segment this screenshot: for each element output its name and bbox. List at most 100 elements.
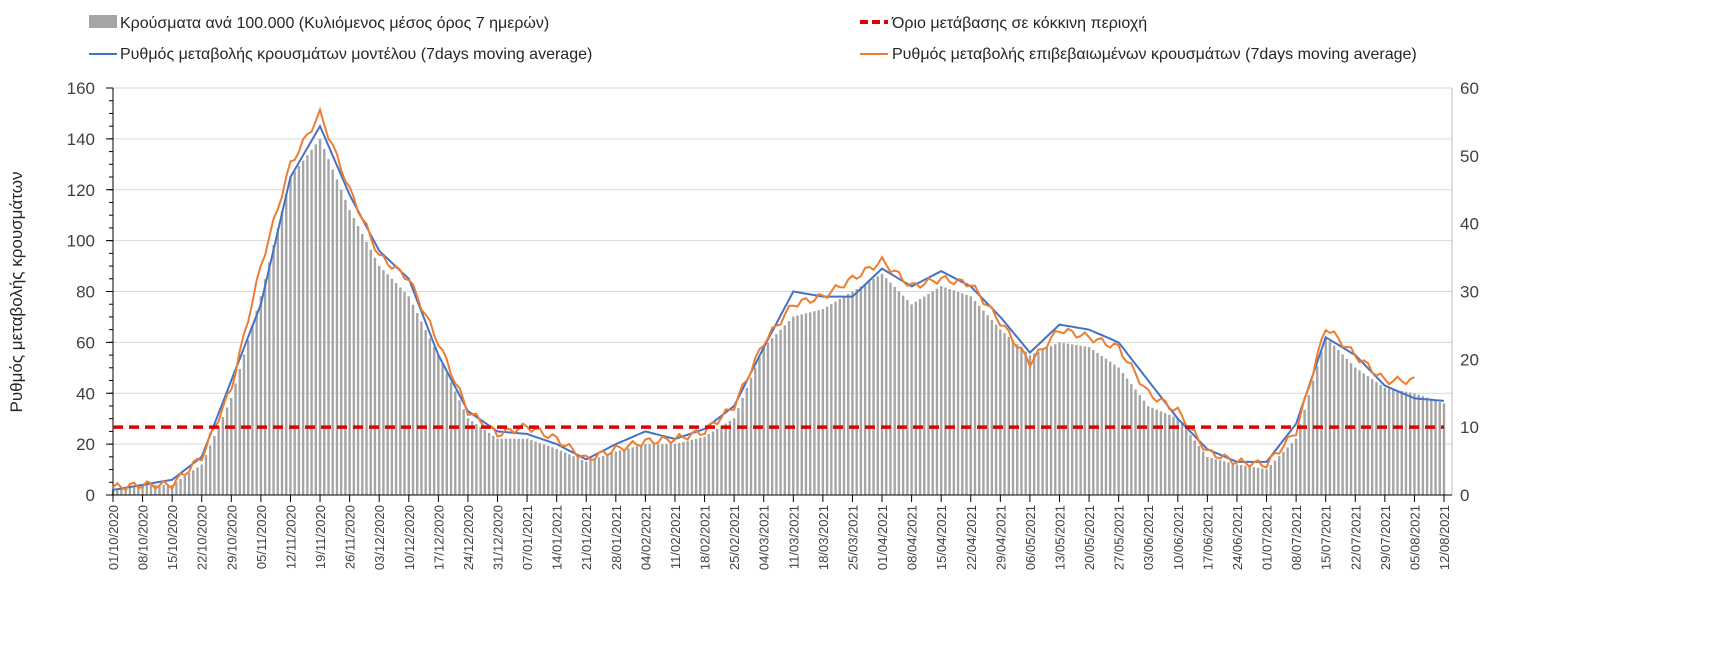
bar	[225, 407, 229, 495]
bar	[711, 431, 715, 495]
bar	[593, 458, 596, 495]
bar	[838, 299, 841, 495]
bar	[179, 479, 182, 495]
axes: 0 20 40 60 80 100 120 140 160 0 10 20 30 40 50 60 01/10/…	[67, 79, 1479, 570]
bar	[1176, 418, 1179, 495]
bar	[682, 441, 685, 495]
bar	[1332, 345, 1336, 495]
bar	[361, 233, 364, 495]
bar	[601, 455, 605, 495]
bar	[458, 400, 461, 495]
x-tick-label: 01/04/2021	[875, 505, 890, 570]
bar	[825, 306, 829, 495]
bar	[1396, 390, 1399, 495]
x-tick-label: 08/04/2021	[905, 505, 920, 570]
bar	[416, 313, 419, 495]
bar	[407, 296, 410, 495]
bar	[1290, 443, 1294, 495]
bar	[538, 443, 541, 495]
bar	[978, 305, 981, 495]
bar	[665, 444, 668, 495]
y-tick-label-left: 40	[76, 384, 95, 403]
y-tick-label-right: 20	[1460, 350, 1479, 369]
bar	[369, 249, 372, 495]
bar	[1134, 389, 1137, 495]
bar	[699, 437, 702, 495]
y-tick-label-right: 30	[1460, 283, 1479, 302]
bar	[339, 189, 343, 495]
bar	[800, 314, 803, 495]
bar	[1193, 440, 1196, 495]
bar	[754, 367, 757, 495]
bar	[1227, 462, 1230, 495]
bar	[525, 438, 529, 495]
bar	[1430, 399, 1433, 495]
bar	[217, 426, 220, 495]
bar	[1379, 384, 1382, 495]
x-tick-label: 10/06/2021	[1171, 505, 1186, 570]
bar	[1058, 342, 1061, 495]
bar	[1066, 343, 1070, 495]
bar	[141, 484, 144, 495]
bar	[1130, 384, 1133, 495]
bar	[1324, 336, 1327, 495]
bar	[1121, 372, 1125, 495]
bar	[568, 454, 571, 495]
bar	[1294, 438, 1298, 495]
y-tick-label-left: 80	[76, 283, 95, 302]
bar	[221, 416, 225, 495]
legend: Κρούσματα ανά 100.000 (Κυλιόμενος μέσος …	[89, 15, 1417, 63]
x-tick-label: 25/02/2021	[727, 505, 742, 570]
bar	[1349, 363, 1353, 495]
x-tick-label: 25/03/2021	[845, 505, 860, 570]
bar	[1032, 353, 1036, 495]
bar	[1117, 367, 1120, 495]
bar	[1392, 389, 1395, 495]
y-tick-label-left: 160	[67, 79, 95, 98]
x-tick-label: 24/12/2020	[461, 505, 476, 570]
bar	[906, 300, 909, 495]
y-tick-label-left: 100	[67, 232, 95, 251]
bar	[855, 288, 858, 495]
y-tick-label-left: 60	[76, 333, 95, 352]
legend-model: Ρυθμός μεταβολής κρουσμάτων μοντέλου (7d…	[120, 46, 592, 63]
x-tick-label: 18/02/2021	[698, 505, 713, 570]
bar	[399, 287, 402, 495]
bar	[1075, 345, 1078, 495]
bar	[939, 286, 943, 495]
bar	[356, 225, 360, 496]
bar	[1049, 346, 1053, 495]
bar	[627, 448, 630, 495]
bar	[454, 391, 457, 495]
bar	[1024, 351, 1027, 495]
x-tick-label: 29/10/2020	[224, 505, 239, 570]
bar	[504, 438, 508, 495]
bar	[927, 293, 930, 495]
bar	[1408, 392, 1412, 495]
bar	[973, 300, 977, 495]
bar	[301, 160, 305, 495]
bar	[1235, 464, 1239, 495]
bar	[762, 347, 765, 495]
x-tick-label: 03/12/2020	[372, 505, 387, 570]
y-tick-label-right: 40	[1460, 215, 1479, 234]
y-tick-label-left: 120	[67, 181, 95, 200]
bar	[242, 354, 246, 495]
bar	[580, 459, 584, 495]
bar	[585, 461, 588, 495]
bar	[745, 387, 749, 495]
bar	[344, 199, 347, 496]
bar	[589, 460, 592, 495]
bar	[737, 408, 740, 495]
bar	[889, 282, 892, 495]
bar	[720, 426, 723, 495]
bar	[956, 291, 960, 495]
x-tick-label: 22/07/2021	[1348, 505, 1363, 570]
bar	[576, 458, 579, 495]
bar	[813, 311, 816, 495]
bar	[1151, 407, 1154, 495]
x-tick-label: 04/02/2021	[638, 505, 653, 570]
bar	[1138, 395, 1141, 495]
bar	[880, 273, 884, 495]
x-tick-label: 24/06/2021	[1230, 505, 1245, 570]
